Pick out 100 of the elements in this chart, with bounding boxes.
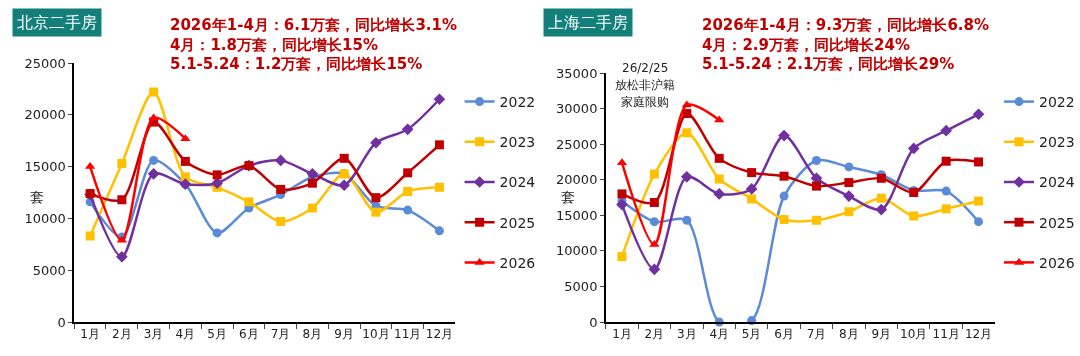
y-axis-title: 套 [30,189,44,205]
x-tick-label: 5月 [741,327,762,342]
point [682,215,692,225]
point [811,156,821,166]
legend-label: 2023 [1039,134,1075,151]
legend-label: 2024 [1039,174,1075,191]
point [276,184,286,194]
y-tick-label: 10000 [556,243,598,259]
point [338,179,351,192]
point [180,156,190,166]
x-tick-label: 10月 [362,327,390,342]
y-tick-label: 15000 [556,207,598,223]
point [747,194,757,204]
point [401,123,414,136]
x-tick-label: 4月 [175,327,196,342]
point [682,128,692,138]
point [433,93,446,106]
point [941,156,951,166]
point [244,197,254,207]
y-tick-label: 15000 [24,159,66,175]
x-tick-label: 7月 [270,327,291,342]
point [147,168,160,180]
y-axis-title: 套 [561,189,575,205]
x-tick-label: 12月 [964,327,993,342]
point [747,168,757,178]
y-tick-label: 5000 [564,278,598,294]
point [972,108,985,121]
chart-subtitle: 2026年1-4月：9.3万套，同比增长6.8% 4月：2.9万套，同比增长24% 5.1-5.24：2.1万套，同比增长29% [702,16,990,73]
x-tick-label: 4月 [709,327,730,342]
point [212,170,222,180]
point [680,171,693,183]
point [370,136,382,149]
point [276,217,286,227]
x-tick-label: 3月 [676,327,697,342]
chart-title: 上海二手房 [548,13,628,32]
point [371,207,381,217]
point [339,153,349,163]
point [148,113,159,121]
point [714,153,724,163]
x-tick-label: 9月 [334,327,354,342]
x-tick-label: 3月 [143,327,164,342]
point [371,193,381,203]
legend-label: 2026 [1039,254,1075,271]
y-tick-label: 35000 [556,65,598,81]
x-tick-label: 11月 [394,327,422,342]
x-tick-label: 10月 [900,327,928,342]
point [617,189,627,199]
point [403,186,413,196]
point [974,217,984,227]
point [844,178,854,188]
x-tick-label: 8月 [839,327,859,342]
point [306,168,319,180]
point [713,188,726,200]
point [745,183,758,195]
point [434,226,444,236]
x-tick-label: 1月 [612,327,632,342]
point [149,87,159,97]
point [649,197,659,207]
x-tick-label: 6月 [774,327,794,342]
legend-label: 2024 [499,174,536,191]
point [434,140,444,150]
point [974,157,984,167]
y-tick-label: 0 [57,314,66,330]
x-tick-label: 12月 [425,327,454,342]
point [212,228,222,238]
point [403,205,413,215]
point [85,231,95,241]
y-tick-label: 30000 [556,101,598,117]
y-tick-label: 25000 [24,55,66,71]
point [844,207,854,217]
point [941,186,951,196]
point [909,211,919,221]
x-tick-label: 8月 [302,327,323,342]
point [907,142,920,155]
legend-label: 2022 [499,94,536,111]
point [941,204,951,214]
point [117,158,127,168]
legend-label: 2025 [499,214,536,231]
legend-label: 2023 [499,134,536,151]
chart-subtitle: 2026年1-4月：6.1万套，同比增长3.1% 4月：1.8万套，同比增长15% 5.1-5.24：1.2万套，同比增长15% [170,16,458,73]
point [811,181,821,191]
legend-label: 2026 [499,254,536,271]
point [649,239,660,247]
point [811,215,821,225]
point [875,203,888,216]
point [779,215,789,225]
y-tick-label: 20000 [556,172,598,188]
x-tick-label: 9月 [871,327,892,342]
point [649,217,659,227]
y-tick-label: 25000 [556,136,598,152]
point [403,168,413,178]
point [876,193,886,203]
x-tick-label: 11月 [932,327,960,342]
y-tick-label: 5000 [32,262,66,278]
point [714,115,725,123]
point [617,252,627,262]
y-tick-label: 20000 [24,107,66,123]
point [274,154,287,167]
legend-label: 2025 [1039,214,1075,231]
legend-label: 2022 [1039,94,1075,111]
